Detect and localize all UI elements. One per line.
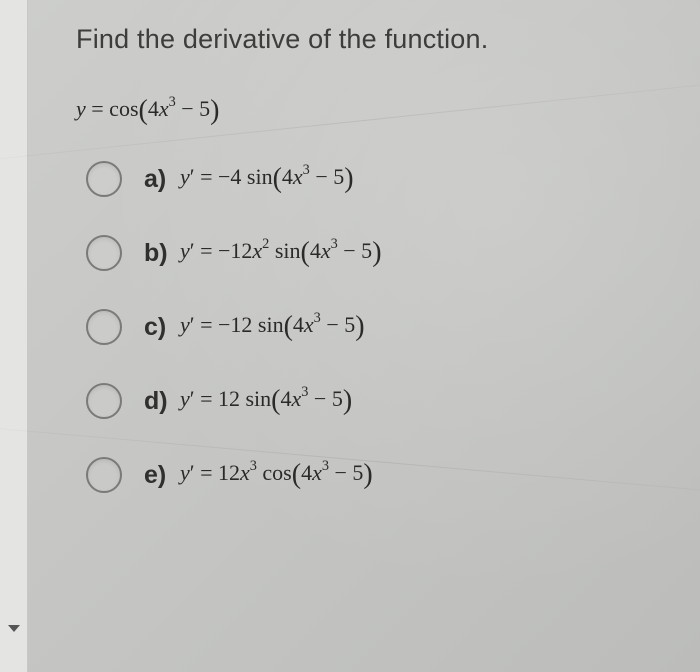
radio-icon[interactable]	[86, 383, 122, 419]
option-label: a)	[144, 165, 180, 194]
option-math: y′ = −12 sin(4x3 − 5)	[180, 311, 365, 343]
option-e[interactable]: e) y′ = 12x3 cos(4x3 − 5)	[86, 457, 664, 493]
radio-icon[interactable]	[86, 309, 122, 345]
option-label: c)	[144, 313, 180, 342]
radio-icon[interactable]	[86, 235, 122, 271]
option-math: y′ = 12x3 cos(4x3 − 5)	[180, 459, 373, 491]
radio-icon[interactable]	[86, 161, 122, 197]
option-a[interactable]: a) y′ = −4 sin(4x3 − 5)	[86, 161, 664, 197]
question-stem: Find the derivative of the function.	[76, 24, 664, 55]
radio-icon[interactable]	[86, 457, 122, 493]
option-d[interactable]: d) y′ = 12 sin(4x3 − 5)	[86, 383, 664, 419]
option-label: d)	[144, 387, 180, 416]
option-math: y′ = −12x2 sin(4x3 − 5)	[180, 237, 382, 269]
chevron-down-icon[interactable]	[8, 625, 20, 632]
question-sheet: Find the derivative of the function. y =…	[28, 0, 700, 672]
question-equation: y = cos(4x3 − 5)	[76, 95, 664, 127]
option-b[interactable]: b) y′ = −12x2 sin(4x3 − 5)	[86, 235, 664, 271]
option-c[interactable]: c) y′ = −12 sin(4x3 − 5)	[86, 309, 664, 345]
option-label: e)	[144, 461, 180, 490]
option-math: y′ = −4 sin(4x3 − 5)	[180, 163, 354, 195]
option-label: b)	[144, 239, 180, 268]
option-math: y′ = 12 sin(4x3 − 5)	[180, 385, 352, 417]
left-gutter	[0, 0, 28, 672]
